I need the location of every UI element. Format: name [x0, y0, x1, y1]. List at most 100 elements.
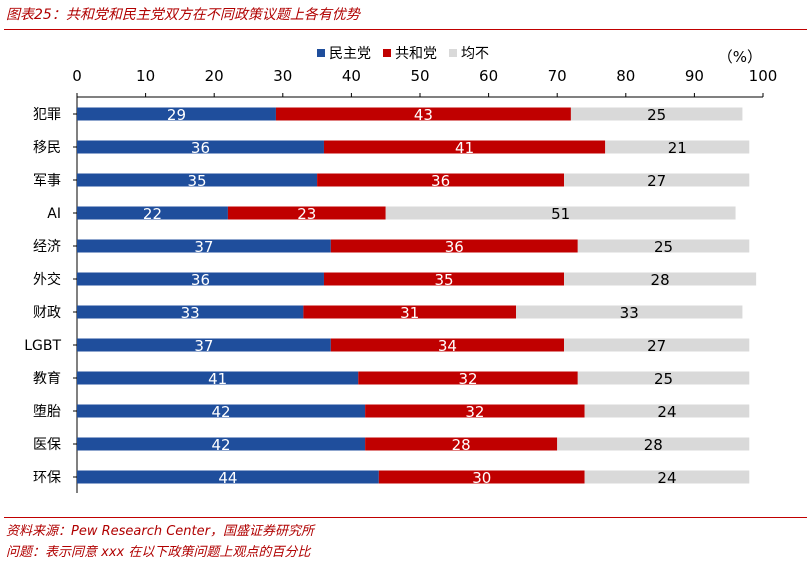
bar-9-0: [77, 404, 366, 418]
bar-3-2: [385, 206, 736, 220]
bar-11-1: [378, 470, 585, 484]
data-label-6-0: 33: [181, 304, 200, 322]
data-label-11-0: 44: [218, 469, 237, 487]
data-label-2-0: 35: [188, 172, 207, 190]
chart-title: 图表25：共和党和民主党双方在不同政策议题上各有优势: [6, 7, 360, 23]
bar-4-0: [77, 239, 331, 253]
bar-10-0: [77, 437, 366, 451]
data-label-3-1: 23: [297, 205, 316, 223]
data-label-10-1: 28: [452, 436, 471, 454]
category-label-11: 环保: [33, 470, 61, 486]
bar-10-1: [365, 437, 558, 451]
bar-9-1: [365, 404, 585, 418]
bar-1-0: [77, 140, 324, 154]
x-tick-label-3: 30: [273, 67, 292, 85]
bar-7-0: [77, 338, 331, 352]
bar-4-2: [577, 239, 750, 253]
bar-3-0: [77, 206, 228, 220]
data-label-6-1: 31: [400, 304, 419, 322]
data-label-5-2: 28: [651, 271, 670, 289]
category-label-10: 医保: [33, 437, 61, 453]
bar-5-0: [77, 272, 324, 286]
bar-6-0: [77, 305, 304, 319]
data-label-4-1: 36: [445, 238, 464, 256]
bar-2-2: [564, 173, 750, 187]
bar-2-0: [77, 173, 318, 187]
bar-0-0: [77, 107, 276, 121]
x-tick-label-0: 0: [72, 67, 82, 85]
category-label-9: 堕胎: [33, 403, 61, 420]
x-axis: 0 10 20 30 40 50 60 70 80 90 100: [72, 67, 777, 98]
bar-6-2: [516, 305, 743, 319]
source-note: 资料来源：Pew Research Center，国盛证券研究所: [6, 524, 314, 539]
data-label-6-2: 33: [620, 304, 639, 322]
bar-11-0: [77, 470, 379, 484]
data-label-1-0: 36: [191, 139, 210, 157]
data-label-1-1: 41: [455, 139, 474, 157]
data-label-10-2: 28: [644, 436, 663, 454]
bar-8-0: [77, 371, 359, 385]
bar-6-1: [303, 305, 517, 319]
x-tick-label-7: 70: [548, 67, 567, 85]
bar-8-1: [358, 371, 578, 385]
data-label-7-2: 27: [647, 337, 666, 355]
x-tick-label-8: 80: [616, 67, 635, 85]
data-label-11-2: 24: [657, 469, 676, 487]
x-tick-label-4: 40: [342, 67, 361, 85]
footer-divider: [4, 517, 807, 518]
data-label-0-1: 43: [414, 106, 433, 124]
bars: 29 43 25 36 41 21 35 36 27 22 23 51 37 36 25 36 35 28 33 31…: [77, 106, 757, 487]
category-label-2: 军事: [33, 173, 61, 189]
x-tick-label-5: 50: [410, 67, 429, 85]
data-label-9-1: 32: [465, 403, 484, 421]
legend-label-0: 民主党: [329, 46, 371, 62]
category-label-7: LGBT: [24, 338, 61, 354]
category-label-0: 犯罪: [33, 107, 61, 123]
legend-swatch-1: [383, 49, 391, 57]
data-label-7-0: 37: [194, 337, 213, 355]
data-label-4-0: 37: [194, 238, 213, 256]
data-label-8-1: 32: [458, 370, 477, 388]
bar-3-1: [227, 206, 386, 220]
legend-label-2: 均不: [461, 46, 489, 62]
bar-1-1: [323, 140, 606, 154]
data-label-8-2: 25: [654, 370, 673, 388]
data-label-8-0: 41: [208, 370, 227, 388]
category-label-8: 教育: [33, 371, 61, 387]
bar-1-2: [605, 140, 750, 154]
bar-5-2: [564, 272, 757, 286]
category-label-1: 移民: [33, 140, 61, 156]
category-label-4: 经济: [33, 239, 61, 255]
bar-8-2: [577, 371, 750, 385]
legend-swatch-2: [449, 49, 457, 57]
bar-7-1: [330, 338, 565, 352]
bar-2-1: [317, 173, 565, 187]
data-label-9-2: 24: [657, 403, 676, 421]
data-label-5-1: 35: [434, 271, 453, 289]
legend: 民主党 共和党 均不: [317, 46, 489, 62]
data-label-2-2: 27: [647, 172, 666, 190]
bar-5-1: [323, 272, 565, 286]
data-label-4-2: 25: [654, 238, 673, 256]
data-label-3-0: 22: [143, 205, 162, 223]
bar-10-2: [557, 437, 750, 451]
bar-7-2: [564, 338, 750, 352]
bar-0-1: [275, 107, 571, 121]
legend-label-1: 共和党: [395, 46, 437, 62]
data-label-0-2: 25: [647, 106, 666, 124]
question-note: 问题：表示同意 xxx 在以下政策问题上观点的百分比: [6, 545, 311, 560]
data-label-7-1: 34: [438, 337, 457, 355]
bar-9-2: [584, 404, 750, 418]
category-label-3: AI: [47, 206, 61, 222]
category-label-6: 财政: [33, 305, 61, 321]
category-label-5: 外交: [33, 271, 61, 288]
legend-swatch-0: [317, 49, 325, 57]
data-label-9-0: 42: [212, 403, 231, 421]
data-label-11-1: 30: [472, 469, 491, 487]
data-label-3-2: 51: [551, 205, 570, 223]
x-tick-label-6: 60: [479, 67, 498, 85]
x-tick-label-1: 10: [136, 67, 155, 85]
data-label-5-0: 36: [191, 271, 210, 289]
unit-label: （%）: [718, 48, 762, 66]
data-label-2-1: 36: [431, 172, 450, 190]
